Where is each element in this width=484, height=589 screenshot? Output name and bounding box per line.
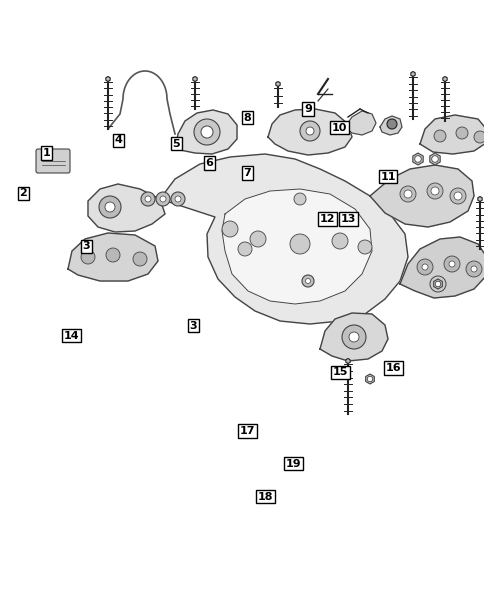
Circle shape <box>156 192 170 206</box>
Circle shape <box>106 248 120 262</box>
Text: 18: 18 <box>257 492 273 501</box>
Polygon shape <box>175 110 237 154</box>
Circle shape <box>366 376 372 382</box>
Circle shape <box>194 119 220 145</box>
Circle shape <box>421 264 427 270</box>
Circle shape <box>171 192 184 206</box>
Circle shape <box>305 279 310 283</box>
Circle shape <box>302 275 313 287</box>
Text: 2: 2 <box>19 188 27 198</box>
Circle shape <box>249 231 265 247</box>
Text: 10: 10 <box>331 123 347 133</box>
Circle shape <box>99 196 121 218</box>
Text: 13: 13 <box>340 214 355 224</box>
Polygon shape <box>344 111 375 135</box>
Circle shape <box>133 252 147 266</box>
Circle shape <box>341 325 365 349</box>
Circle shape <box>222 221 238 237</box>
Circle shape <box>348 332 358 342</box>
Text: 19: 19 <box>286 459 301 468</box>
Text: 11: 11 <box>379 172 395 181</box>
Circle shape <box>357 240 371 254</box>
Polygon shape <box>268 109 351 155</box>
Circle shape <box>473 131 484 143</box>
Text: 8: 8 <box>243 113 251 123</box>
Circle shape <box>160 196 166 202</box>
Polygon shape <box>222 189 371 304</box>
Circle shape <box>141 192 155 206</box>
Circle shape <box>105 202 115 212</box>
Polygon shape <box>160 154 407 324</box>
Text: 3: 3 <box>82 241 90 251</box>
Text: 6: 6 <box>205 158 213 168</box>
Circle shape <box>416 259 432 275</box>
Polygon shape <box>319 313 387 361</box>
Circle shape <box>470 266 476 272</box>
Text: 7: 7 <box>243 168 251 178</box>
Polygon shape <box>379 116 401 135</box>
Polygon shape <box>399 237 484 298</box>
Circle shape <box>449 188 465 204</box>
Circle shape <box>455 127 467 139</box>
Circle shape <box>465 261 481 277</box>
Text: 5: 5 <box>172 139 180 148</box>
Text: 16: 16 <box>385 363 401 373</box>
Polygon shape <box>88 184 165 232</box>
Circle shape <box>300 121 319 141</box>
Text: 3: 3 <box>189 321 197 330</box>
Circle shape <box>403 190 411 198</box>
Polygon shape <box>419 115 484 154</box>
Circle shape <box>386 119 396 129</box>
Text: 12: 12 <box>319 214 334 224</box>
Circle shape <box>289 234 309 254</box>
Text: 1: 1 <box>42 148 50 158</box>
Circle shape <box>305 127 313 135</box>
Circle shape <box>293 193 305 205</box>
Text: 17: 17 <box>239 426 255 436</box>
Circle shape <box>175 196 181 202</box>
Text: 4: 4 <box>115 135 122 145</box>
Polygon shape <box>369 165 473 227</box>
Text: 14: 14 <box>64 331 79 340</box>
Text: 9: 9 <box>303 104 311 114</box>
Circle shape <box>429 276 445 292</box>
Circle shape <box>433 130 445 142</box>
Circle shape <box>200 126 212 138</box>
Circle shape <box>238 242 252 256</box>
Circle shape <box>332 233 348 249</box>
Circle shape <box>453 192 461 200</box>
Circle shape <box>426 183 442 199</box>
Circle shape <box>430 187 438 195</box>
Circle shape <box>399 186 415 202</box>
Circle shape <box>145 196 151 202</box>
Circle shape <box>431 155 438 163</box>
Circle shape <box>443 256 459 272</box>
Polygon shape <box>68 233 158 281</box>
Circle shape <box>448 261 454 267</box>
Circle shape <box>81 250 95 264</box>
Circle shape <box>414 155 421 163</box>
FancyBboxPatch shape <box>36 149 70 173</box>
Text: 15: 15 <box>332 368 348 377</box>
Circle shape <box>434 282 440 287</box>
